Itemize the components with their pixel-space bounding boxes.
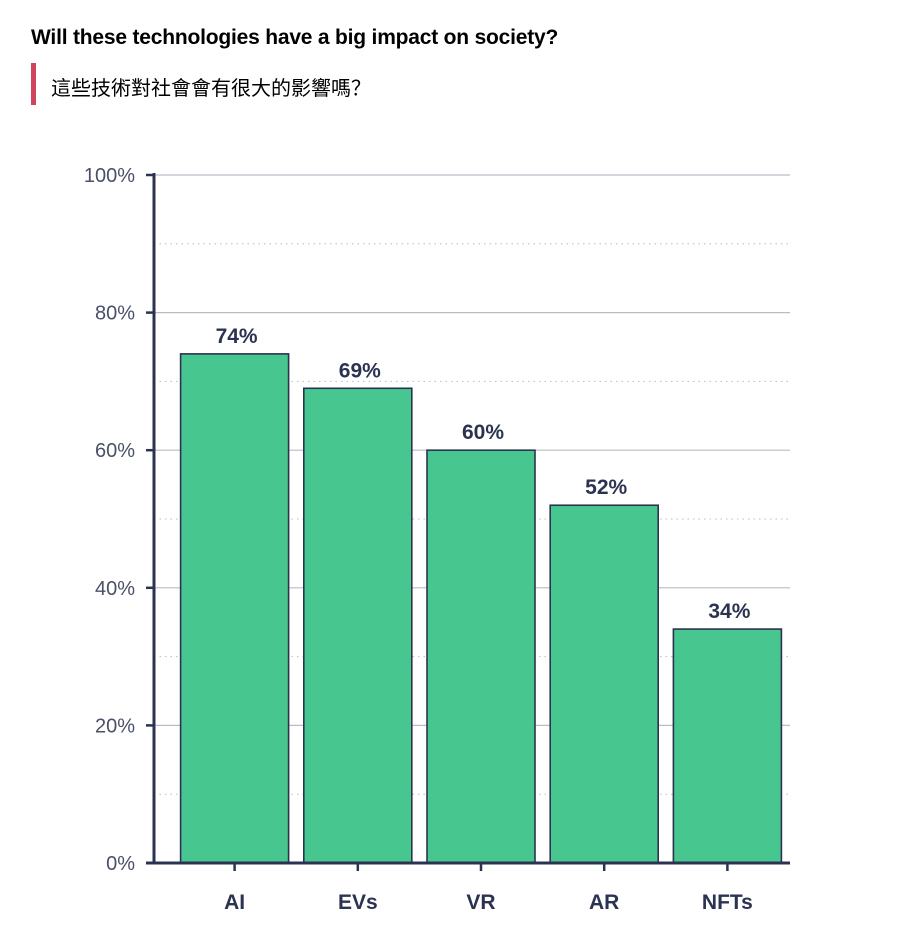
bar-vr <box>426 449 536 864</box>
y-tick-label: 100% <box>84 165 135 187</box>
x-tick-label: AI <box>224 891 245 914</box>
data-label: 52% <box>585 476 627 499</box>
x-tick-label: EVs <box>338 891 378 914</box>
bar-ai <box>179 353 290 864</box>
bar-nfts <box>672 628 783 864</box>
chart-title: Will these technologies have a big impac… <box>31 26 559 49</box>
y-tick-label: 20% <box>95 715 135 737</box>
x-tick-label: NFTs <box>702 891 753 914</box>
data-label: 60% <box>462 421 504 444</box>
y-tick-label: 40% <box>95 578 135 600</box>
y-tick-label: 60% <box>95 440 135 462</box>
y-tick-label: 0% <box>106 853 135 875</box>
data-label: 34% <box>708 600 750 623</box>
data-label: 69% <box>339 359 381 382</box>
y-tick-label: 80% <box>95 303 135 325</box>
data-label: 74% <box>216 325 258 348</box>
x-tick-label: AR <box>589 891 619 914</box>
chart-subtitle: 這些技術對社會會有很大的影響嗎？ <box>51 76 371 100</box>
axes <box>146 173 790 871</box>
bar-ar <box>549 504 660 864</box>
subtitle-accent-bar <box>31 63 36 105</box>
bars <box>179 353 783 864</box>
labels: 0% 20% 40% 60% 80% 100% 74% AI 69% EVs 60% VR 52% AR 3… <box>84 165 753 914</box>
bar-evs <box>302 387 413 864</box>
x-tick-label: VR <box>466 891 495 914</box>
